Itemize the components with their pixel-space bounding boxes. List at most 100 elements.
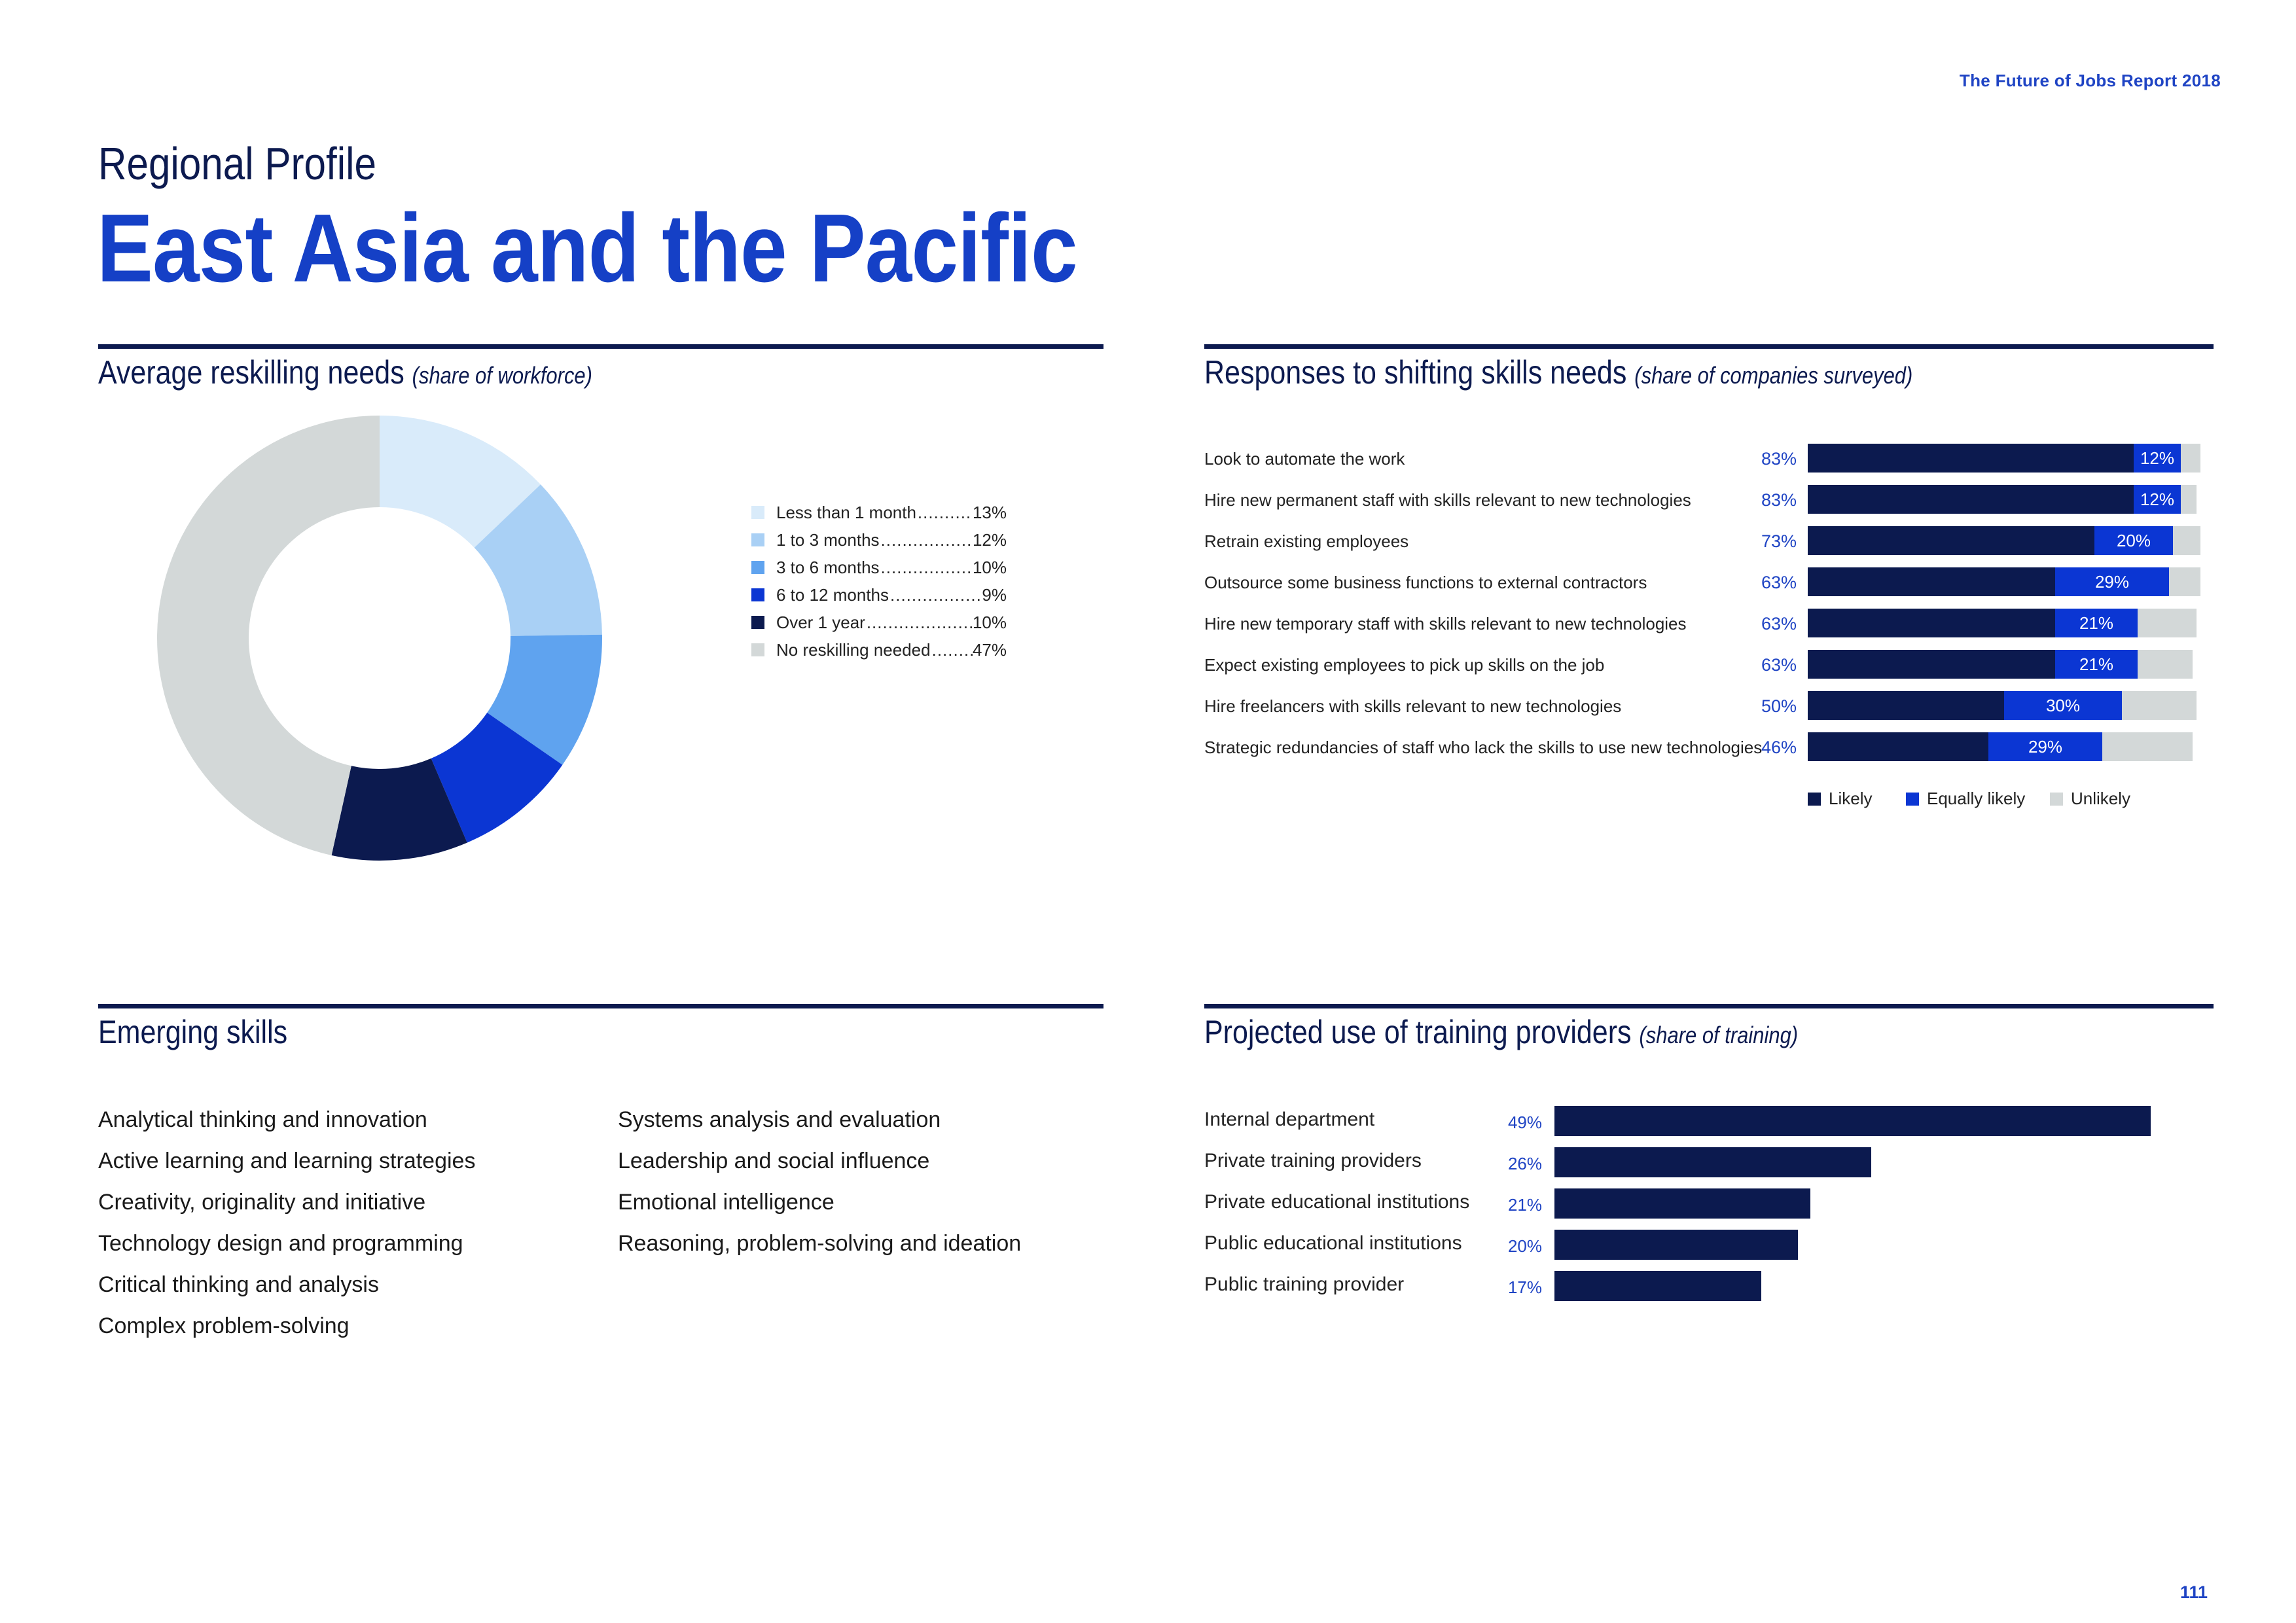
response-bar-unlikely bbox=[2181, 485, 2197, 514]
skill-item: Critical thinking and analysis bbox=[98, 1272, 379, 1297]
training-title: Projected use of training providers (sha… bbox=[1204, 1013, 1798, 1051]
section-label: Regional Profile bbox=[98, 138, 376, 189]
training-subtitle: (share of training) bbox=[1639, 1022, 1799, 1048]
legend-item: Over 1 year 10% bbox=[751, 609, 1007, 636]
response-label: Hire new temporary staff with skills rel… bbox=[1204, 614, 1687, 633]
response-bar-likely bbox=[1808, 691, 2004, 720]
donut-slice-6 bbox=[157, 416, 380, 855]
reskilling-rule bbox=[98, 344, 1103, 349]
response-bar: 12% bbox=[1808, 485, 2200, 514]
responses-subtitle: (share of companies surveyed) bbox=[1634, 362, 1913, 389]
provider-bar bbox=[1554, 1230, 1798, 1260]
skill-item: Active learning and learning strategies bbox=[98, 1149, 476, 1173]
response-bar-unlikely bbox=[2173, 526, 2200, 555]
reskilling-legend: Less than 1 month 13% 1 to 3 months 12% 3 to… bbox=[751, 499, 1007, 664]
skill-item: Analytical thinking and innovation bbox=[98, 1107, 427, 1132]
response-label: Outsource some business functions to ext… bbox=[1204, 573, 1647, 592]
provider-label: Private educational institutions bbox=[1204, 1191, 1470, 1213]
response-bar-equally-likely: 12% bbox=[2134, 444, 2181, 473]
response-bar-likely bbox=[1808, 650, 2055, 679]
legend-text: 6 to 12 months 9% bbox=[776, 585, 1007, 605]
response-bar-likely bbox=[1808, 526, 2094, 555]
legend-item: 3 to 6 months 10% bbox=[751, 554, 1007, 581]
skill-item: Reasoning, problem-solving and ideation bbox=[618, 1231, 1022, 1256]
response-bar-equally-likely: 12% bbox=[2134, 485, 2181, 514]
responses-title: Responses to shifting skills needs (shar… bbox=[1204, 353, 1912, 391]
legend-text: 3 to 6 months 10% bbox=[776, 558, 1007, 578]
legend-swatch bbox=[2050, 792, 2063, 806]
reskilling-subtitle: (share of workforce) bbox=[412, 362, 592, 389]
response-label: Hire new permanent staff with skills rel… bbox=[1204, 490, 1691, 510]
response-label: Expect existing employees to pick up ski… bbox=[1204, 655, 1605, 675]
page-number: 111 bbox=[2179, 1582, 2208, 1602]
reskilling-title: Average reskilling needs (share of workf… bbox=[98, 353, 592, 391]
response-bar-unlikely bbox=[2138, 609, 2197, 637]
report-title: The Future of Jobs Report 2018 bbox=[1959, 71, 2221, 90]
response-bar-equally-likely: 30% bbox=[2004, 691, 2122, 720]
legend-item: Equally likely bbox=[1906, 789, 2025, 809]
legend-leader-dots bbox=[880, 558, 973, 578]
response-bar: 21% bbox=[1808, 650, 2200, 679]
response-label: Hire freelancers with skills relevant to… bbox=[1204, 696, 1622, 716]
legend-value: 47% bbox=[972, 639, 1007, 660]
legend-value: 9% bbox=[982, 584, 1007, 605]
legend-label: Less than 1 month bbox=[776, 502, 916, 522]
responses-rule bbox=[1204, 344, 2214, 349]
response-likely-value: 83% bbox=[1761, 490, 1797, 510]
response-label: Retrain existing employees bbox=[1204, 531, 1409, 551]
response-bar-likely bbox=[1808, 444, 2134, 473]
response-bar-unlikely bbox=[2181, 444, 2200, 473]
response-bar-likely bbox=[1808, 485, 2134, 514]
skill-item: Creativity, originality and initiative bbox=[98, 1190, 426, 1215]
response-likely-value: 63% bbox=[1761, 614, 1797, 633]
emerging-title: Emerging skills bbox=[98, 1014, 288, 1050]
donut-slice-4 bbox=[431, 713, 563, 843]
response-bar-equally-likely: 29% bbox=[1988, 732, 2102, 761]
skill-item: Emotional intelligence bbox=[618, 1190, 834, 1215]
legend-text: Over 1 year 10% bbox=[776, 613, 1007, 633]
response-bar: 21% bbox=[1808, 609, 2200, 637]
legend-swatch bbox=[751, 588, 764, 601]
legend-value: 10% bbox=[972, 612, 1007, 632]
legend-item: Likely bbox=[1808, 789, 1872, 809]
provider-label: Internal department bbox=[1204, 1109, 1375, 1130]
response-bar-unlikely bbox=[2169, 567, 2200, 596]
legend-swatch bbox=[1808, 792, 1821, 806]
provider-value: 49% bbox=[1507, 1113, 1542, 1132]
legend-leader-dots bbox=[931, 640, 973, 660]
legend-label: 1 to 3 months bbox=[776, 529, 880, 550]
legend-label: Likely bbox=[1829, 789, 1873, 808]
region-title: East Asia and the Pacific bbox=[97, 194, 1078, 302]
legend-leader-dots bbox=[865, 613, 973, 633]
reskilling-donut-chart bbox=[157, 416, 602, 861]
legend-item: Less than 1 month 13% bbox=[751, 499, 1007, 526]
response-bar-likely bbox=[1808, 567, 2055, 596]
legend-swatch bbox=[751, 643, 764, 656]
response-label: Strategic redundancies of staff who lack… bbox=[1204, 738, 1763, 757]
donut-slice-1 bbox=[380, 416, 541, 548]
response-likely-value: 46% bbox=[1761, 738, 1797, 757]
provider-label: Private training providers bbox=[1204, 1150, 1422, 1171]
response-bar-equally-likely: 21% bbox=[2055, 609, 2138, 637]
legend-text: 1 to 3 months 12% bbox=[776, 530, 1007, 550]
response-bar-unlikely bbox=[2138, 650, 2193, 679]
response-bar-equally-likely: 29% bbox=[2055, 567, 2169, 596]
response-label: Look to automate the work bbox=[1204, 449, 1405, 469]
provider-bar bbox=[1554, 1188, 1810, 1219]
response-bar-likely bbox=[1808, 732, 1988, 761]
skill-item: Technology design and programming bbox=[98, 1231, 463, 1256]
legend-item: 6 to 12 months 9% bbox=[751, 581, 1007, 609]
legend-label: 3 to 6 months bbox=[776, 557, 880, 577]
legend-text: Less than 1 month 13% bbox=[776, 503, 1007, 523]
provider-value: 21% bbox=[1507, 1195, 1542, 1215]
legend-label: No reskilling needed bbox=[776, 639, 931, 660]
response-likely-value: 63% bbox=[1761, 573, 1797, 592]
training-title-text: Projected use of training providers bbox=[1204, 1014, 1632, 1050]
legend-swatch bbox=[1906, 792, 1919, 806]
legend-item: Unlikely bbox=[2050, 789, 2130, 809]
legend-label: 6 to 12 months bbox=[776, 584, 889, 605]
provider-value: 26% bbox=[1507, 1154, 1542, 1173]
donut-slice-3 bbox=[487, 634, 602, 765]
legend-label: Equally likely bbox=[1927, 789, 2026, 808]
provider-label: Public educational institutions bbox=[1204, 1232, 1462, 1254]
